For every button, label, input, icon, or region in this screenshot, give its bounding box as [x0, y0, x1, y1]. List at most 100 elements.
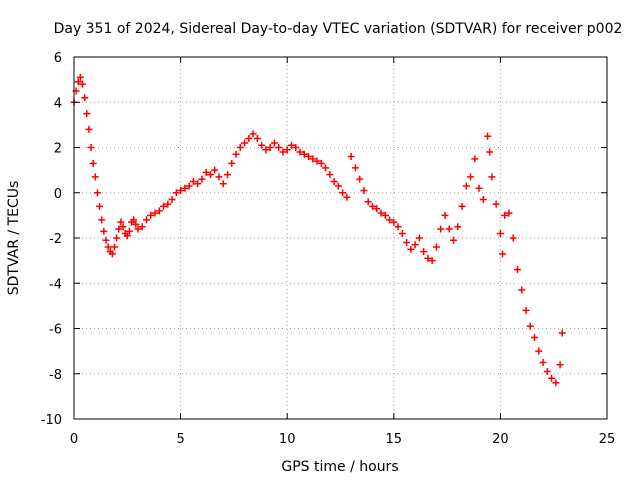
- data-point: [262, 146, 270, 154]
- data-point: [160, 202, 168, 210]
- data-point: [172, 189, 180, 197]
- data-point: [531, 334, 539, 342]
- chart-title: Day 351 of 2024, Sidereal Day-to-day VTE…: [54, 21, 623, 37]
- data-point: [258, 141, 266, 149]
- data-point: [449, 236, 457, 244]
- data-point: [87, 144, 95, 151]
- x-tick-label: 25: [599, 432, 616, 447]
- data-point: [76, 73, 84, 81]
- data-point: [539, 358, 547, 366]
- data-point: [428, 257, 436, 265]
- data-point: [432, 243, 440, 251]
- data-point: [309, 155, 317, 163]
- data-point: [462, 182, 470, 190]
- data-point: [454, 223, 462, 231]
- data-point: [552, 379, 560, 387]
- data-point: [556, 361, 564, 369]
- data-point: [441, 211, 449, 219]
- data-point: [74, 78, 82, 86]
- data-point: [151, 209, 159, 217]
- data-point: [513, 266, 521, 274]
- data-point: [89, 159, 97, 167]
- data-point: [79, 80, 87, 88]
- data-point: [125, 227, 133, 235]
- data-point: [138, 223, 146, 231]
- data-point: [381, 211, 389, 219]
- data-point: [117, 218, 125, 226]
- data-point: [100, 227, 108, 235]
- x-axis-label: GPS time / hours: [281, 459, 398, 475]
- data-point: [496, 229, 504, 237]
- y-tick-label: 0: [54, 187, 62, 202]
- data-point: [518, 286, 526, 294]
- data-point: [445, 225, 453, 233]
- data-point: [373, 205, 381, 213]
- data-point: [270, 139, 278, 147]
- data-point: [253, 134, 261, 142]
- data-point: [386, 216, 394, 224]
- data-point: [232, 150, 240, 158]
- data-point: [147, 211, 155, 219]
- data-point: [279, 148, 287, 156]
- data-point: [339, 189, 347, 197]
- data-point: [509, 234, 517, 242]
- data-point: [368, 202, 376, 210]
- data-point: [177, 186, 185, 194]
- data-point: [334, 182, 342, 190]
- data-point: [130, 216, 138, 224]
- data-point: [479, 196, 487, 204]
- data-point: [85, 125, 93, 133]
- data-point: [364, 198, 372, 206]
- data-point: [123, 232, 131, 240]
- data-point: [102, 236, 110, 244]
- y-tick-label: 2: [54, 142, 62, 157]
- data-point: [119, 223, 127, 231]
- data-point: [83, 110, 91, 118]
- data-point: [104, 243, 112, 251]
- data-point: [313, 157, 321, 165]
- data-point: [535, 347, 543, 355]
- data-point: [505, 209, 513, 217]
- data-point: [115, 225, 123, 233]
- grid: [74, 57, 607, 419]
- data-point: [219, 180, 227, 188]
- data-point: [558, 329, 566, 337]
- data-point: [81, 94, 89, 102]
- data-point: [492, 200, 500, 208]
- data-point: [168, 196, 176, 204]
- data-point: [300, 150, 308, 158]
- data-point: [249, 130, 257, 138]
- data-point: [305, 153, 313, 161]
- data-point: [548, 374, 556, 382]
- data-point: [185, 182, 193, 190]
- data-point: [437, 225, 445, 233]
- x-tick-label: 5: [176, 432, 184, 447]
- data-point: [407, 245, 415, 253]
- data-point: [275, 144, 283, 151]
- data-point: [475, 184, 483, 192]
- data-point: [394, 223, 402, 231]
- data-point: [245, 134, 253, 142]
- data-point: [155, 207, 163, 215]
- data-point: [236, 144, 244, 151]
- data-point: [499, 250, 507, 258]
- y-tick-label: -6: [49, 323, 62, 338]
- data-point: [415, 234, 423, 242]
- data-point: [390, 218, 398, 226]
- x-tick-label: 15: [386, 432, 403, 447]
- data-point: [142, 216, 150, 224]
- data-point: [266, 144, 274, 151]
- data-point: [543, 367, 551, 375]
- data-point: [317, 159, 325, 167]
- y-tick-label: -4: [49, 277, 62, 292]
- data-point: [471, 155, 479, 163]
- data-point: [211, 166, 219, 174]
- data-point: [330, 177, 338, 185]
- data-point: [292, 144, 300, 151]
- data-point: [134, 225, 142, 233]
- data-point: [98, 216, 106, 224]
- data-point: [202, 168, 210, 176]
- y-tick-label: -10: [41, 413, 62, 428]
